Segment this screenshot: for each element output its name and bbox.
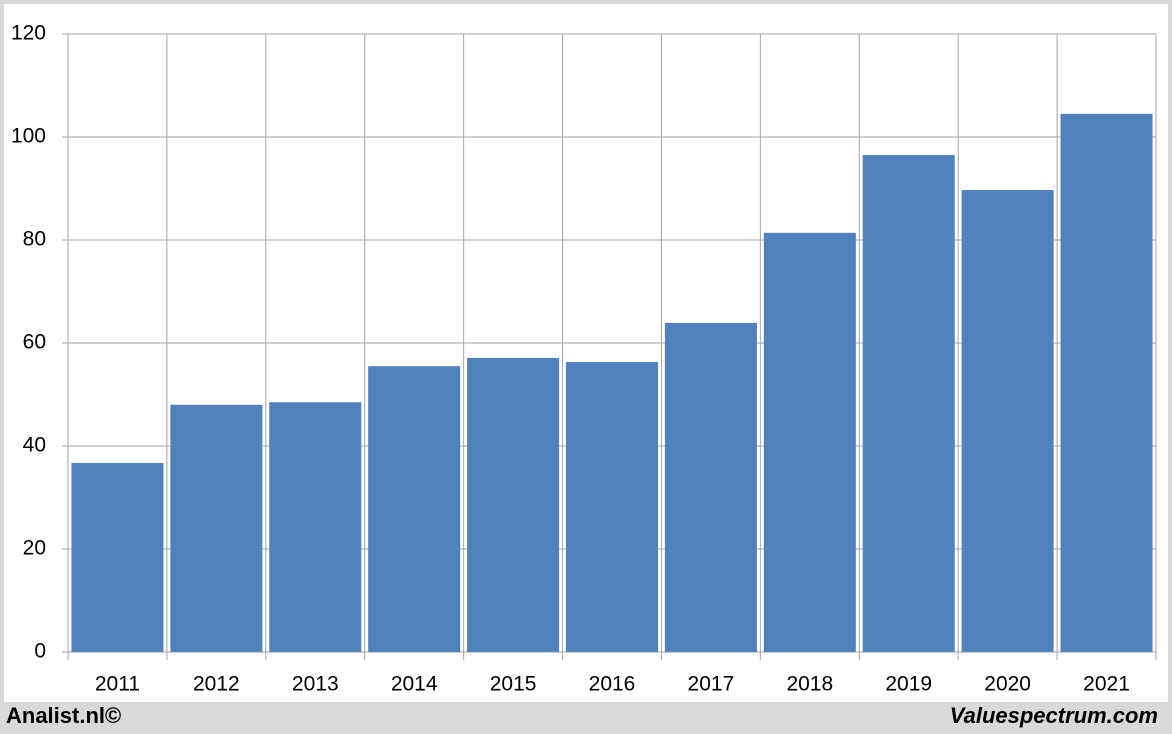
y-tick-label: 120 [11,22,46,45]
y-tick-label: 40 [23,434,46,457]
y-tick-label: 20 [23,537,46,560]
x-tick-label: 2011 [95,673,140,696]
bar [961,190,1054,653]
x-tick-label: 2013 [292,673,339,696]
y-tick-label: 0 [34,640,46,663]
x-tick-label: 2017 [688,673,735,696]
footer-left: Analist.nl© [6,703,121,728]
y-tick-label: 60 [23,331,46,354]
bar [368,366,461,652]
bar [763,232,856,653]
bar [269,402,362,652]
x-tick-label: 2015 [490,673,537,696]
footer-right: Valuespectrum.com [950,703,1158,728]
x-tick-label: 2019 [885,673,932,696]
bar [566,362,658,652]
bar [862,155,955,652]
x-tick-label: 2012 [193,673,240,696]
bar [170,404,263,652]
x-tick-label: 2018 [786,673,833,696]
x-tick-label: 2021 [1083,673,1130,696]
y-tick-label: 80 [23,228,46,251]
y-tick-label: 100 [11,125,46,148]
x-tick-label: 2020 [984,673,1031,696]
bar [467,357,560,652]
bar [664,322,757,652]
bar [1060,113,1153,652]
x-tick-label: 2014 [391,673,438,696]
bar [71,462,164,652]
x-tick-label: 2016 [589,673,636,696]
